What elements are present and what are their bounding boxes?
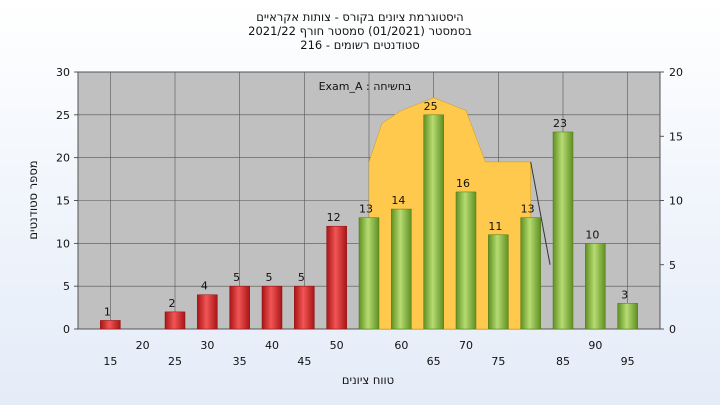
bar-value-label: 23 bbox=[553, 117, 567, 130]
bar-value-label: 2 bbox=[169, 297, 176, 310]
x-tick-label: 50 bbox=[330, 339, 344, 352]
bar bbox=[552, 131, 574, 330]
x-tick-label: 90 bbox=[588, 339, 602, 352]
y-tick-label: 15 bbox=[56, 195, 70, 208]
y-tick-label: 10 bbox=[56, 237, 70, 250]
bar bbox=[326, 225, 347, 330]
y-axis-ticks: 0 5 10 15 20 25 30 bbox=[56, 66, 78, 336]
bar-value-label: 10 bbox=[585, 228, 599, 241]
y2-tick-label: 15 bbox=[669, 130, 683, 143]
y2-tick-label: 10 bbox=[669, 195, 683, 208]
x-tick-label: 60 bbox=[394, 339, 408, 352]
title-line-3: 216 - סטודנטים רשומים bbox=[300, 38, 419, 52]
bar-value-label: 13 bbox=[521, 203, 535, 216]
y-tick-label: 0 bbox=[63, 323, 70, 336]
bar-value-label: 16 bbox=[456, 177, 470, 190]
bar bbox=[585, 243, 606, 330]
title-line-2: בסמסטר (01/2021) סמסטר חורף 2021/22 bbox=[248, 24, 472, 38]
bars bbox=[100, 114, 638, 330]
bar bbox=[520, 217, 541, 330]
bar-value-label: 25 bbox=[424, 100, 438, 113]
x-tick-label: 45 bbox=[297, 355, 311, 368]
bar bbox=[617, 303, 638, 330]
bar bbox=[229, 285, 250, 330]
y-axis-title: מספר סטודנטים bbox=[26, 160, 40, 239]
bar-value-label: 4 bbox=[201, 280, 208, 293]
bar bbox=[391, 208, 412, 330]
chart-title: היסטוגרמת ציונים בקורס - צותות אקראיים ב… bbox=[248, 10, 472, 52]
x-axis-title: טווח ציונים bbox=[342, 373, 394, 387]
x-tick-label: 85 bbox=[556, 355, 570, 368]
bar-value-label: 5 bbox=[266, 271, 273, 284]
x-tick-label: 40 bbox=[265, 339, 279, 352]
y-tick-label: 30 bbox=[56, 66, 70, 79]
bar bbox=[164, 311, 186, 330]
y2-tick-label: 5 bbox=[669, 259, 676, 272]
bar-value-label: 3 bbox=[621, 288, 628, 301]
x-tick-label: 70 bbox=[459, 339, 473, 352]
x-tick-label: 65 bbox=[427, 355, 441, 368]
bar-value-label: 11 bbox=[488, 220, 502, 233]
bar bbox=[358, 217, 380, 330]
title-line-1: היסטוגרמת ציונים בקורס - צותות אקראיים bbox=[256, 10, 463, 24]
bar bbox=[423, 114, 444, 330]
bar bbox=[455, 191, 477, 330]
bar bbox=[294, 285, 315, 330]
y-tick-label: 25 bbox=[56, 109, 70, 122]
y-tick-label: 5 bbox=[63, 280, 70, 293]
x-tick-label: 75 bbox=[491, 355, 505, 368]
bar-value-label: 14 bbox=[391, 194, 405, 207]
bar bbox=[261, 285, 283, 330]
bar-value-label: 5 bbox=[233, 271, 240, 284]
bar-value-label: 5 bbox=[298, 271, 305, 284]
y2-tick-label: 20 bbox=[669, 66, 683, 79]
y2-tick-label: 0 bbox=[669, 323, 676, 336]
y2-axis-ticks: 0 5 10 15 20 bbox=[660, 66, 683, 336]
bar bbox=[100, 320, 121, 330]
x-tick-label: 15 bbox=[103, 355, 117, 368]
x-tick-label: 95 bbox=[621, 355, 635, 368]
y-tick-label: 20 bbox=[56, 152, 70, 165]
x-tick-label: 30 bbox=[200, 339, 214, 352]
bar bbox=[488, 234, 509, 330]
area-series-tail bbox=[530, 161, 551, 265]
x-tick-label: 35 bbox=[233, 355, 247, 368]
bar-value-label: 12 bbox=[327, 211, 341, 224]
bar-value-label: 13 bbox=[359, 203, 373, 216]
bar-value-label: 1 bbox=[104, 305, 111, 318]
x-tick-label: 25 bbox=[168, 355, 182, 368]
chart-annotation: Exam_A : בחשיחה bbox=[319, 80, 412, 93]
bar bbox=[197, 294, 218, 330]
x-tick-label: 20 bbox=[136, 339, 150, 352]
